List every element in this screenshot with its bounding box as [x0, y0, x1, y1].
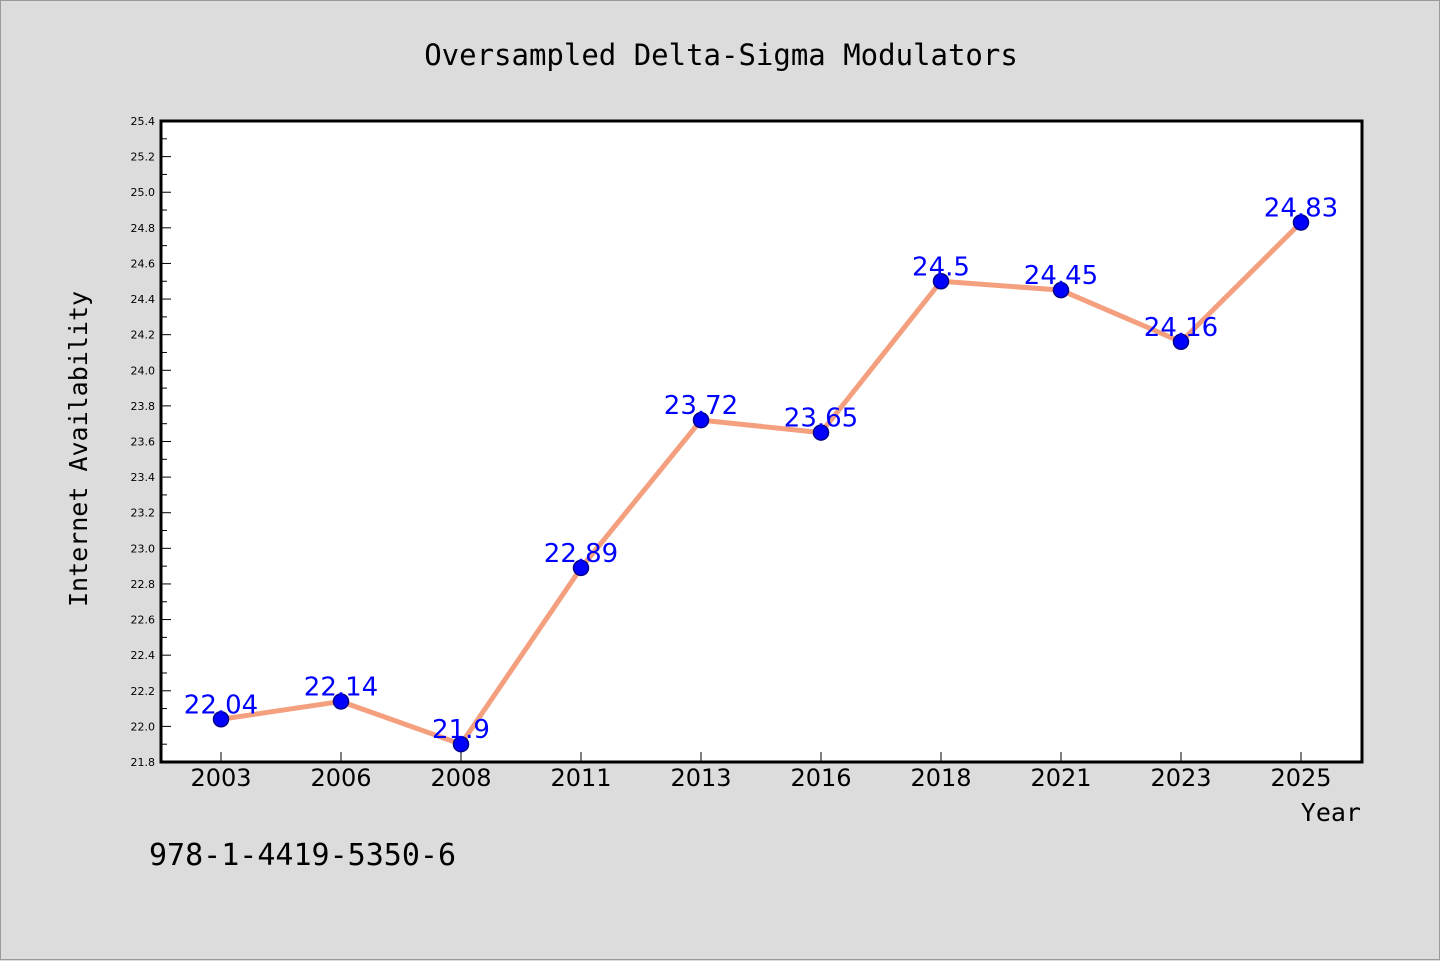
x-tick-label: 2011	[550, 764, 611, 792]
y-tick-label: 25.4	[131, 115, 156, 128]
data-label: 21.9	[432, 715, 490, 745]
x-tick-label: 2006	[310, 764, 371, 792]
y-tick-label: 24.6	[131, 257, 156, 270]
data-labels: 22.04 22.14 21.9 22.89 23.72 23.65 24.5 24.45 24…	[184, 193, 1338, 745]
data-label: 22.04	[184, 690, 258, 720]
x-tick-label: 2018	[910, 764, 971, 792]
y-tick-label: 22.0	[131, 720, 156, 733]
y-tick-label: 25.0	[131, 186, 156, 199]
x-axis: 2003 2006 2008 2011 2013 2016 2018 2021 2023 2025	[190, 752, 1332, 792]
data-point	[932, 273, 950, 290]
series-line	[220, 220, 1303, 747]
data-point	[332, 693, 350, 710]
x-tick-label: 2023	[1150, 764, 1211, 792]
y-tick-label: 25.2	[131, 151, 156, 164]
x-tick-label: 2013	[670, 764, 731, 792]
y-tick-label: 23.0	[131, 542, 156, 555]
x-tick-label: 2021	[1030, 764, 1091, 792]
y-tick-label: 24.4	[131, 293, 156, 306]
x-tick-label: 2016	[790, 764, 851, 792]
y-tick-label: 21.8	[131, 756, 156, 769]
y-tick-label: 23.8	[131, 400, 156, 413]
data-label: 22.89	[544, 539, 618, 569]
data-label: 23.72	[664, 391, 738, 421]
x-tick-label: 2003	[190, 764, 251, 792]
data-point	[212, 711, 230, 728]
isbn-text: 978-1-4419-5350-6	[149, 838, 456, 873]
data-point	[1172, 333, 1190, 351]
data-label: 23.65	[784, 404, 858, 434]
data-point	[572, 559, 590, 577]
data-point	[452, 735, 470, 753]
y-axis: 21.8 22.0 22.2 22.4 22.6 22.8 23.0 23.2 23.4 23.6…	[131, 115, 171, 769]
y-tick-label: 24.0	[131, 364, 156, 377]
x-tick-label: 2025	[1270, 764, 1331, 792]
chart-title: Oversampled Delta-Sigma Modulators	[424, 38, 1018, 72]
y-tick-label: 22.4	[131, 649, 156, 662]
y-tick-label: 24.8	[131, 222, 156, 235]
y-axis-title: Internet Availability	[64, 291, 93, 607]
plot-frame	[159, 119, 1364, 764]
y-tick-label: 24.2	[131, 329, 156, 342]
y-tick-label: 22.6	[131, 614, 156, 627]
y-tick-label: 23.6	[131, 436, 156, 449]
plot-area	[161, 121, 1362, 762]
data-label: 24.5	[912, 252, 970, 282]
y-tick-label: 22.8	[131, 578, 156, 591]
x-tick-label: 2008	[430, 764, 491, 792]
data-label: 24.16	[1144, 313, 1218, 343]
series-layer	[212, 214, 1310, 753]
data-label: 22.14	[304, 672, 378, 702]
x-axis-title: Year	[1301, 798, 1361, 827]
data-point	[1052, 281, 1070, 299]
data-point	[692, 411, 710, 429]
data-point	[812, 424, 830, 441]
data-label: 24.83	[1264, 193, 1338, 223]
y-tick-label: 23.4	[131, 471, 156, 484]
data-point	[1292, 214, 1310, 231]
data-label: 24.45	[1024, 261, 1098, 291]
y-tick-label: 22.2	[131, 685, 156, 698]
y-tick-label: 23.2	[131, 507, 156, 520]
